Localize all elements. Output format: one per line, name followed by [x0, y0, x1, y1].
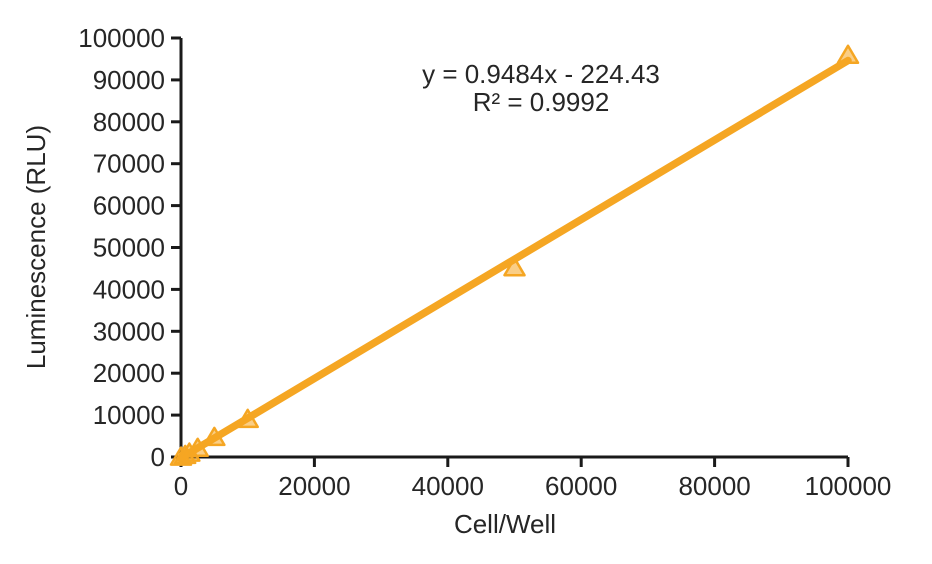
x-axis: 0 20000 40000 60000 80000 100000: [174, 457, 892, 501]
trendline-equation-label: y = 0.9484x - 224.43: [422, 59, 660, 89]
x-tick-label: 0: [174, 471, 188, 501]
x-tick-label: 40000: [412, 471, 484, 501]
y-tick-label: 0: [151, 442, 165, 472]
y-tick-label: 20000: [93, 358, 165, 388]
y-tick-label: 10000: [93, 400, 165, 430]
x-axis-title: Cell/Well: [454, 509, 556, 539]
y-tick-label: 60000: [93, 191, 165, 221]
data-markers: [169, 44, 860, 466]
y-tick-label: 40000: [93, 274, 165, 304]
y-tick-label: 50000: [93, 233, 165, 263]
data-point-marker: [186, 437, 209, 458]
y-tick-label: 30000: [93, 316, 165, 346]
data-point-marker: [236, 408, 259, 429]
x-tick-label: 100000: [805, 471, 892, 501]
data-point-marker: [503, 256, 526, 277]
data-point-marker: [203, 426, 226, 447]
y-axis-title: Luminescence (RLU): [21, 125, 51, 369]
y-tick-label: 70000: [93, 149, 165, 179]
x-tick-label: 20000: [278, 471, 350, 501]
y-tick-label: 90000: [93, 65, 165, 95]
data-point-marker: [836, 44, 860, 65]
x-tick-label: 80000: [678, 471, 750, 501]
y-tick-label: 80000: [93, 107, 165, 137]
y-axis: 0 10000 20000 30000 40000 50000 60000 70000 8000…: [78, 23, 181, 472]
x-tick-label: 60000: [545, 471, 617, 501]
y-tick-label: 100000: [78, 23, 165, 53]
r-squared-label: R² = 0.9992: [473, 87, 610, 117]
